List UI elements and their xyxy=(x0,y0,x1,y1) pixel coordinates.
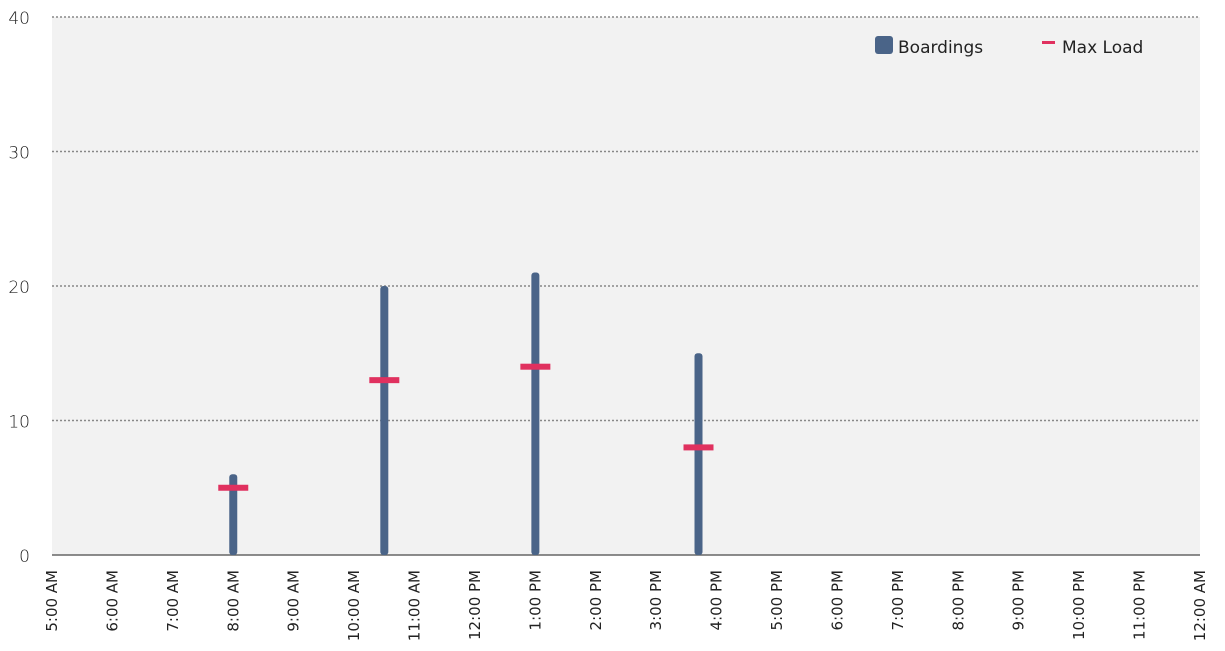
x-tick-label-11: 4:00 PM xyxy=(708,570,726,630)
boardings-bar-2 xyxy=(531,272,540,555)
boardings-legend-swatch-icon xyxy=(875,36,893,54)
legend: Boardings Max Load xyxy=(875,36,1143,58)
x-tick-label-16: 9:00 PM xyxy=(1010,570,1028,630)
y-tick-label-40: 40 xyxy=(8,9,30,29)
boardings-bars xyxy=(229,272,703,555)
x-tick-label-5: 10:00 AM xyxy=(345,570,363,641)
y-tick-label-10: 10 xyxy=(8,413,30,433)
x-tick-label-17: 10:00 PM xyxy=(1070,570,1088,640)
boardings-bar-1 xyxy=(380,286,389,555)
x-tick-label-10: 3:00 PM xyxy=(647,570,665,630)
legend-label-boardings: Boardings xyxy=(898,38,983,58)
x-tick-label-2: 7:00 AM xyxy=(164,570,182,632)
boardings-bar-0 xyxy=(229,474,238,555)
x-tick-label-12: 5:00 PM xyxy=(768,570,786,630)
x-tick-label-7: 12:00 PM xyxy=(466,570,484,640)
x-tick-label-13: 6:00 PM xyxy=(828,570,846,630)
gridlines xyxy=(52,16,1200,422)
x-axis-ticks: 5:00 AM 6:00 AM 7:00 AM 8:00 AM 9:00 AM 10:00… xyxy=(43,570,1209,641)
x-tick-label-1: 6:00 AM xyxy=(103,570,121,632)
y-tick-label-30: 30 xyxy=(8,144,30,164)
max-load-marker-3 xyxy=(683,444,714,451)
x-tick-label-8: 1:00 PM xyxy=(526,570,544,630)
y-axis-ticks: 0 10 20 30 40 xyxy=(8,9,30,567)
x-tick-label-14: 7:00 PM xyxy=(889,570,907,630)
max-load-legend-dash-icon xyxy=(1042,41,1055,44)
x-tick-label-6: 11:00 AM xyxy=(406,570,424,641)
max-load-marker-1 xyxy=(369,377,400,384)
y-tick-label-20: 20 xyxy=(8,278,30,298)
boardings-bar-3 xyxy=(694,353,703,555)
x-tick-label-9: 2:00 PM xyxy=(587,570,605,630)
max-load-markers xyxy=(218,363,714,491)
x-tick-label-3: 8:00 AM xyxy=(224,570,242,632)
max-load-marker-2 xyxy=(520,363,551,370)
x-tick-label-18: 11:00 PM xyxy=(1131,570,1149,640)
x-tick-label-19: 12:00 AM xyxy=(1191,570,1209,641)
x-tick-label-4: 9:00 AM xyxy=(285,570,303,632)
legend-label-max-load: Max Load xyxy=(1062,38,1143,58)
y-tick-label-0: 0 xyxy=(19,547,30,567)
x-tick-label-15: 8:00 PM xyxy=(949,570,967,630)
x-tick-label-0: 5:00 AM xyxy=(43,570,61,632)
max-load-marker-0 xyxy=(218,484,249,491)
